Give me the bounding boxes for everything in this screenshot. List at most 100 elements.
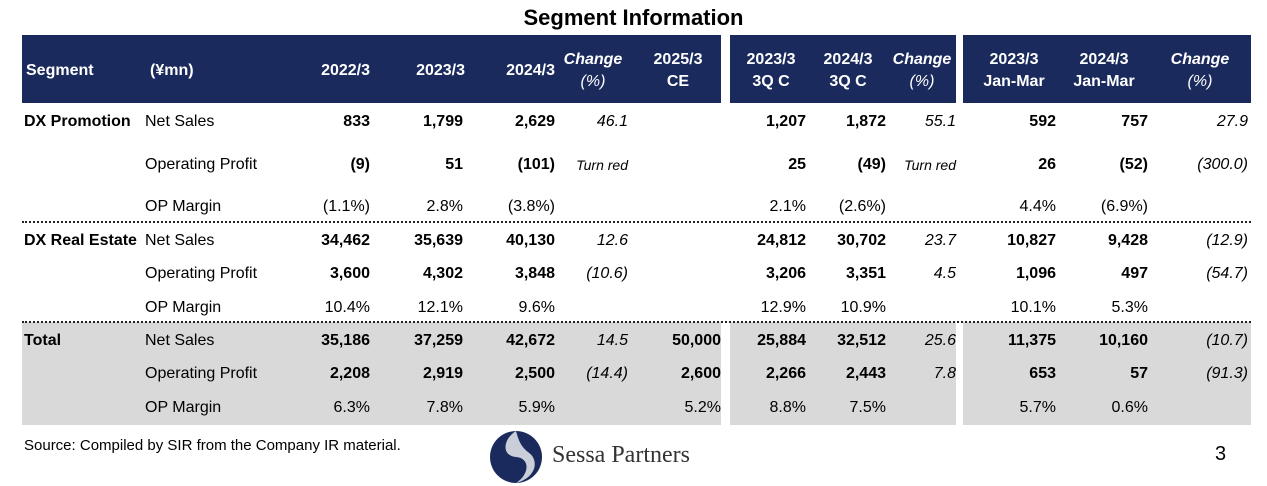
header-ce-line2: CE <box>666 73 690 90</box>
page-number: 3 <box>1215 443 1227 465</box>
cell-jm24: 10,160 <box>1099 332 1148 349</box>
row-label: OP Margin <box>145 299 222 316</box>
cell-y2022: (9) <box>350 156 370 173</box>
cell-y2023: 51 <box>445 156 463 173</box>
cell-y2024: (101) <box>517 156 555 173</box>
header-2022: 2022/3 <box>321 62 370 79</box>
cell-q23: 25 <box>788 156 806 173</box>
header-jm-2024-line1: 2024/3 <box>1079 51 1129 68</box>
cell-q24: 30,702 <box>837 232 886 249</box>
cell-y2024: (3.8%) <box>507 198 555 215</box>
cell-y2022: 3,600 <box>329 265 370 282</box>
row-label: OP Margin <box>145 198 222 215</box>
header-jm-2023-line2: Jan-Mar <box>983 73 1045 90</box>
cell-ce: 5.2% <box>684 399 721 416</box>
header-block-3q <box>730 35 956 103</box>
column-gap-3 <box>956 391 963 425</box>
cell-jm23: 592 <box>1029 113 1056 130</box>
cell-q23: 2.1% <box>769 198 806 215</box>
header-change-1: Change (%) <box>558 49 628 93</box>
cell-jm23: 5.7% <box>1019 399 1056 416</box>
cell-chg1: 46.1 <box>596 113 628 130</box>
cell-y2022: 35,186 <box>321 332 370 349</box>
column-gap-2 <box>956 322 963 425</box>
row-label: Net Sales <box>145 332 215 349</box>
cell-chg3: (12.9) <box>1206 232 1248 249</box>
sessa-logo-icon <box>490 431 542 483</box>
cell-q23: 12.9% <box>760 299 806 316</box>
header-3q-2024-line1: 2024/3 <box>823 51 873 68</box>
cell-y2022: 833 <box>343 113 370 130</box>
cell-jm24: 757 <box>1121 113 1148 130</box>
cell-q24: (2.6%) <box>838 198 886 215</box>
header-ce: 2025/3 CE <box>640 49 716 93</box>
cell-q23: 2,266 <box>765 365 806 382</box>
cell-chg1: 12.6 <box>596 232 628 249</box>
cell-jm23: 26 <box>1038 156 1056 173</box>
cell-chg3: (300.0) <box>1197 156 1248 173</box>
cell-y2023: 37,259 <box>414 332 463 349</box>
header-2023: 2023/3 <box>416 62 465 79</box>
cell-q23: 3,206 <box>765 265 806 282</box>
cell-jm23: 653 <box>1029 365 1056 382</box>
cell-jm24: 5.3% <box>1111 299 1148 316</box>
separator-dotted-2 <box>22 321 1251 323</box>
cell-chg3: (10.7) <box>1206 332 1248 349</box>
cell-q24: 10.9% <box>840 299 886 316</box>
cell-q24: 32,512 <box>837 332 886 349</box>
cell-y2024: 42,672 <box>506 332 555 349</box>
cell-chg1: Turn red <box>576 157 628 173</box>
cell-q23: 25,884 <box>757 332 806 349</box>
column-gap-1 <box>721 322 730 425</box>
header-3q-2023-line2: 3Q C <box>752 73 790 90</box>
cell-chg1: (14.4) <box>586 365 628 382</box>
cell-q24: 7.5% <box>849 399 886 416</box>
cell-jm24: 9,428 <box>1107 232 1148 249</box>
total-background <box>22 322 1251 425</box>
cell-y2024: 2,629 <box>514 113 555 130</box>
cell-y2023: 1,799 <box>422 113 463 130</box>
cell-chg2: 23.7 <box>924 232 956 249</box>
header-change-1-line1: Change <box>563 51 623 68</box>
cell-jm23: 10,827 <box>1007 232 1056 249</box>
page-title: Segment Information <box>523 5 744 30</box>
row-label: OP Margin <box>145 399 222 416</box>
cell-y2024: 5.9% <box>518 399 555 416</box>
cell-y2024: 3,848 <box>514 265 555 282</box>
segment-name: DX Promotion <box>24 113 131 130</box>
cell-chg3: 27.9 <box>1216 113 1248 130</box>
cell-chg3: (91.3) <box>1206 365 1248 382</box>
separator-dotted-1 <box>22 221 1251 223</box>
row-label: Net Sales <box>145 232 215 249</box>
row-label: Operating Profit <box>145 156 258 173</box>
source-note: Source: Compiled by SIR from the Company… <box>24 437 401 454</box>
cell-jm23: 10.1% <box>1010 299 1056 316</box>
cell-jm24: 497 <box>1121 265 1148 282</box>
cell-chg1: (10.6) <box>586 265 628 282</box>
cell-q24: 2,443 <box>845 365 886 382</box>
cell-q23: 24,812 <box>757 232 806 249</box>
header-change-2-line2: (%) <box>909 73 935 90</box>
cell-y2022: 6.3% <box>333 399 370 416</box>
header-change-1-line2: (%) <box>580 73 606 90</box>
header-jm-2023: 2023/3 Jan-Mar <box>972 49 1056 93</box>
brand-name: Sessa Partners <box>552 442 690 468</box>
header-unit: (¥mn) <box>150 62 194 79</box>
row-label: Operating Profit <box>145 365 258 382</box>
header-change-3: Change (%) <box>1160 49 1240 93</box>
cell-chg2: 4.5 <box>933 265 956 282</box>
header-block-jan-mar <box>963 35 1251 103</box>
cell-chg2: 55.1 <box>924 113 956 130</box>
cell-q24: 1,872 <box>845 113 886 130</box>
cell-ce: 2,600 <box>680 365 721 382</box>
cell-chg2: Turn red <box>904 157 956 173</box>
cell-y2023: 35,639 <box>414 232 463 249</box>
cell-q23: 8.8% <box>769 399 806 416</box>
cell-y2023: 2.8% <box>426 198 463 215</box>
cell-y2023: 4,302 <box>422 265 463 282</box>
header-jm-2023-line1: 2023/3 <box>989 51 1039 68</box>
cell-y2022: 34,462 <box>321 232 370 249</box>
header-jm-2024-line2: Jan-Mar <box>1073 73 1135 90</box>
cell-jm23: 1,096 <box>1015 265 1056 282</box>
cell-y2023: 7.8% <box>426 399 463 416</box>
